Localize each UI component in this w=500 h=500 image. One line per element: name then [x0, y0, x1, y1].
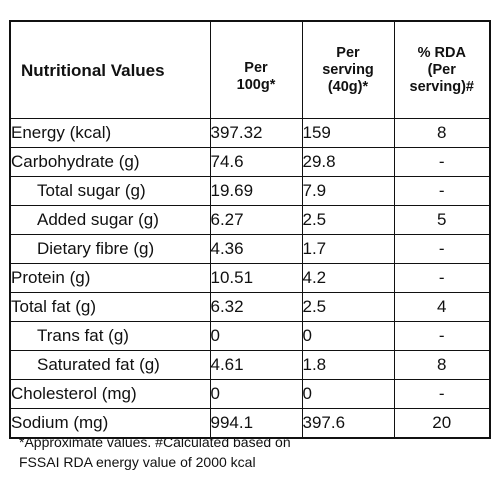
footnote-line1: *Approximate values. #Calculated based o…	[19, 434, 291, 450]
cell-rda: 8	[393, 118, 491, 148]
header-rda-line3: serving)#	[409, 78, 474, 95]
row-label-cholesterol: Cholesterol (mg)	[9, 379, 211, 409]
header-per-serving: Per serving (40g)*	[301, 20, 395, 119]
table-row: Saturated fat (g) 4.61 1.8 8	[9, 350, 491, 380]
cell-rda: -	[393, 263, 491, 293]
cell-rda: -	[393, 321, 491, 351]
header-rda: % RDA (Per serving)#	[393, 20, 491, 119]
cell-per100g: 0	[209, 379, 303, 409]
row-label-energy: Energy (kcal)	[9, 118, 211, 148]
cell-per100g: 4.61	[209, 350, 303, 380]
cell-per-serving: 2.5	[301, 292, 395, 322]
cell-per-serving: 1.7	[301, 234, 395, 264]
table-header-row: Nutritional Values Per 100g* Per serving…	[9, 20, 491, 119]
table-row: Energy (kcal) 397.32 159 8	[9, 118, 491, 148]
header-per-serving-line1: Per	[336, 44, 360, 61]
row-label-trans-fat: Trans fat (g)	[9, 321, 211, 351]
cell-per100g: 0	[209, 321, 303, 351]
table-row: Total sugar (g) 19.69 7.9 -	[9, 176, 491, 206]
row-label-total-sugar: Total sugar (g)	[9, 176, 211, 206]
cell-per100g: 994.1	[209, 408, 303, 439]
cell-rda: 8	[393, 350, 491, 380]
table-row: Added sugar (g) 6.27 2.5 5	[9, 205, 491, 235]
cell-per-serving: 0	[301, 379, 395, 409]
cell-rda: -	[393, 147, 491, 177]
row-label-sodium: Sodium (mg)	[9, 408, 211, 439]
row-label-total-fat: Total fat (g)	[9, 292, 211, 322]
cell-per100g: 397.32	[209, 118, 303, 148]
cell-per-serving: 7.9	[301, 176, 395, 206]
table-row: Cholesterol (mg) 0 0 -	[9, 379, 491, 409]
cell-rda: 4	[393, 292, 491, 322]
table-row: Trans fat (g) 0 0 -	[9, 321, 491, 351]
row-label-protein: Protein (g)	[9, 263, 211, 293]
nutrition-panel: Nutritional Values Per 100g* Per serving…	[9, 20, 491, 439]
cell-per-serving: 2.5	[301, 205, 395, 235]
cell-per-serving: 0	[301, 321, 395, 351]
header-rda-line2: (Per	[427, 61, 456, 78]
cell-rda: -	[393, 234, 491, 264]
cell-per-serving: 397.6	[301, 408, 395, 439]
cell-per-serving: 29.8	[301, 147, 395, 177]
cell-per100g: 6.32	[209, 292, 303, 322]
nutrition-table: Nutritional Values Per 100g* Per serving…	[9, 20, 491, 439]
header-per-100g-line1: Per	[244, 60, 268, 76]
cell-per100g: 10.51	[209, 263, 303, 293]
header-per-serving-line3: (40g)*	[327, 78, 369, 95]
table-row: Carbohydrate (g) 74.6 29.8 -	[9, 147, 491, 177]
cell-per100g: 4.36	[209, 234, 303, 264]
table-row: Dietary fibre (g) 4.36 1.7 -	[9, 234, 491, 264]
cell-per100g: 6.27	[209, 205, 303, 235]
row-label-saturated-fat: Saturated fat (g)	[9, 350, 211, 380]
header-per-serving-line2: serving	[322, 61, 374, 78]
row-label-dietary-fibre: Dietary fibre (g)	[9, 234, 211, 264]
cell-rda: 5	[393, 205, 491, 235]
footnote: *Approximate values. #Calculated based o…	[19, 432, 291, 472]
table-row: Sodium (mg) 994.1 397.6 20	[9, 408, 491, 439]
header-per-100g: Per 100g*	[209, 20, 303, 119]
row-label-carbohydrate: Carbohydrate (g)	[9, 147, 211, 177]
cell-per-serving: 4.2	[301, 263, 395, 293]
cell-per-serving: 159	[301, 118, 395, 148]
footnote-line2: FSSAI RDA energy value of 2000 kcal	[19, 454, 256, 470]
cell-rda: -	[393, 176, 491, 206]
header-per-100g-line2: 100g*	[236, 77, 276, 93]
cell-rda: 20	[393, 408, 491, 439]
cell-per100g: 19.69	[209, 176, 303, 206]
table-title: Nutritional Values	[9, 20, 211, 119]
cell-per-serving: 1.8	[301, 350, 395, 380]
table-row: Protein (g) 10.51 4.2 -	[9, 263, 491, 293]
cell-per100g: 74.6	[209, 147, 303, 177]
cell-rda: -	[393, 379, 491, 409]
header-rda-line1: % RDA	[417, 44, 466, 61]
row-label-added-sugar: Added sugar (g)	[9, 205, 211, 235]
table-row: Total fat (g) 6.32 2.5 4	[9, 292, 491, 322]
